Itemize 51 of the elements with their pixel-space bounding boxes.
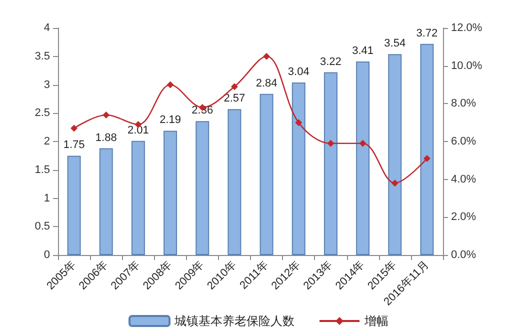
- y-tick-label: 0: [44, 249, 50, 261]
- bar: [164, 130, 178, 255]
- data-label: 3.22: [320, 56, 342, 68]
- bar: [292, 82, 306, 255]
- data-label: 2.57: [224, 92, 246, 105]
- bar: [260, 94, 274, 255]
- data-label: 3.54: [384, 38, 406, 50]
- data-label: 1.75: [63, 139, 85, 152]
- point: [391, 180, 398, 187]
- point: [359, 140, 366, 147]
- legend-label: 增幅: [364, 314, 388, 328]
- y-tick-label: 3: [44, 78, 50, 91]
- data-label: 2.01: [127, 124, 149, 136]
- point: [166, 81, 174, 88]
- data-label: 3.41: [352, 44, 374, 57]
- point: [295, 119, 302, 126]
- data-label: 2.84: [256, 77, 278, 90]
- y-tick-label: 1.5: [34, 164, 50, 176]
- point: [423, 155, 430, 162]
- bar: [131, 140, 145, 255]
- point: [70, 124, 78, 132]
- y-tick-label: 2: [44, 136, 50, 148]
- point: [263, 52, 270, 60]
- y2-tick-label: 12.0%: [451, 22, 482, 34]
- data-label: 3.72: [416, 27, 438, 40]
- y-tick-label: 0.5: [34, 220, 50, 233]
- y2-tick-label: 8.0%: [451, 98, 476, 110]
- y-tick-label: 2.5: [34, 107, 50, 120]
- bar: [324, 72, 338, 255]
- point: [230, 83, 238, 90]
- point: [102, 112, 110, 119]
- y-tick-label: 4: [44, 22, 50, 34]
- bar: [420, 44, 434, 255]
- bar: [356, 61, 370, 255]
- point: [327, 140, 334, 147]
- y2-tick-label: 6.0%: [451, 136, 476, 148]
- y-tick-label: 1: [44, 192, 50, 204]
- bar: [388, 54, 402, 255]
- y2-tick-label: 2.0%: [451, 211, 476, 224]
- y2-tick-label: 4.0%: [451, 173, 476, 186]
- legend-label: 城镇基本养老保险人数: [174, 314, 294, 328]
- y2-tick-label: 0.0%: [451, 249, 476, 261]
- data-label: 3.04: [288, 66, 310, 78]
- bar: [99, 148, 113, 255]
- y-tick-label: 3.5: [34, 50, 50, 62]
- data-label: 1.88: [95, 132, 117, 144]
- y2-tick-label: 10.0%: [451, 60, 482, 72]
- bar: [196, 121, 210, 255]
- bar: [67, 156, 81, 255]
- data-label: 2.19: [160, 114, 182, 126]
- bar: [228, 109, 242, 255]
